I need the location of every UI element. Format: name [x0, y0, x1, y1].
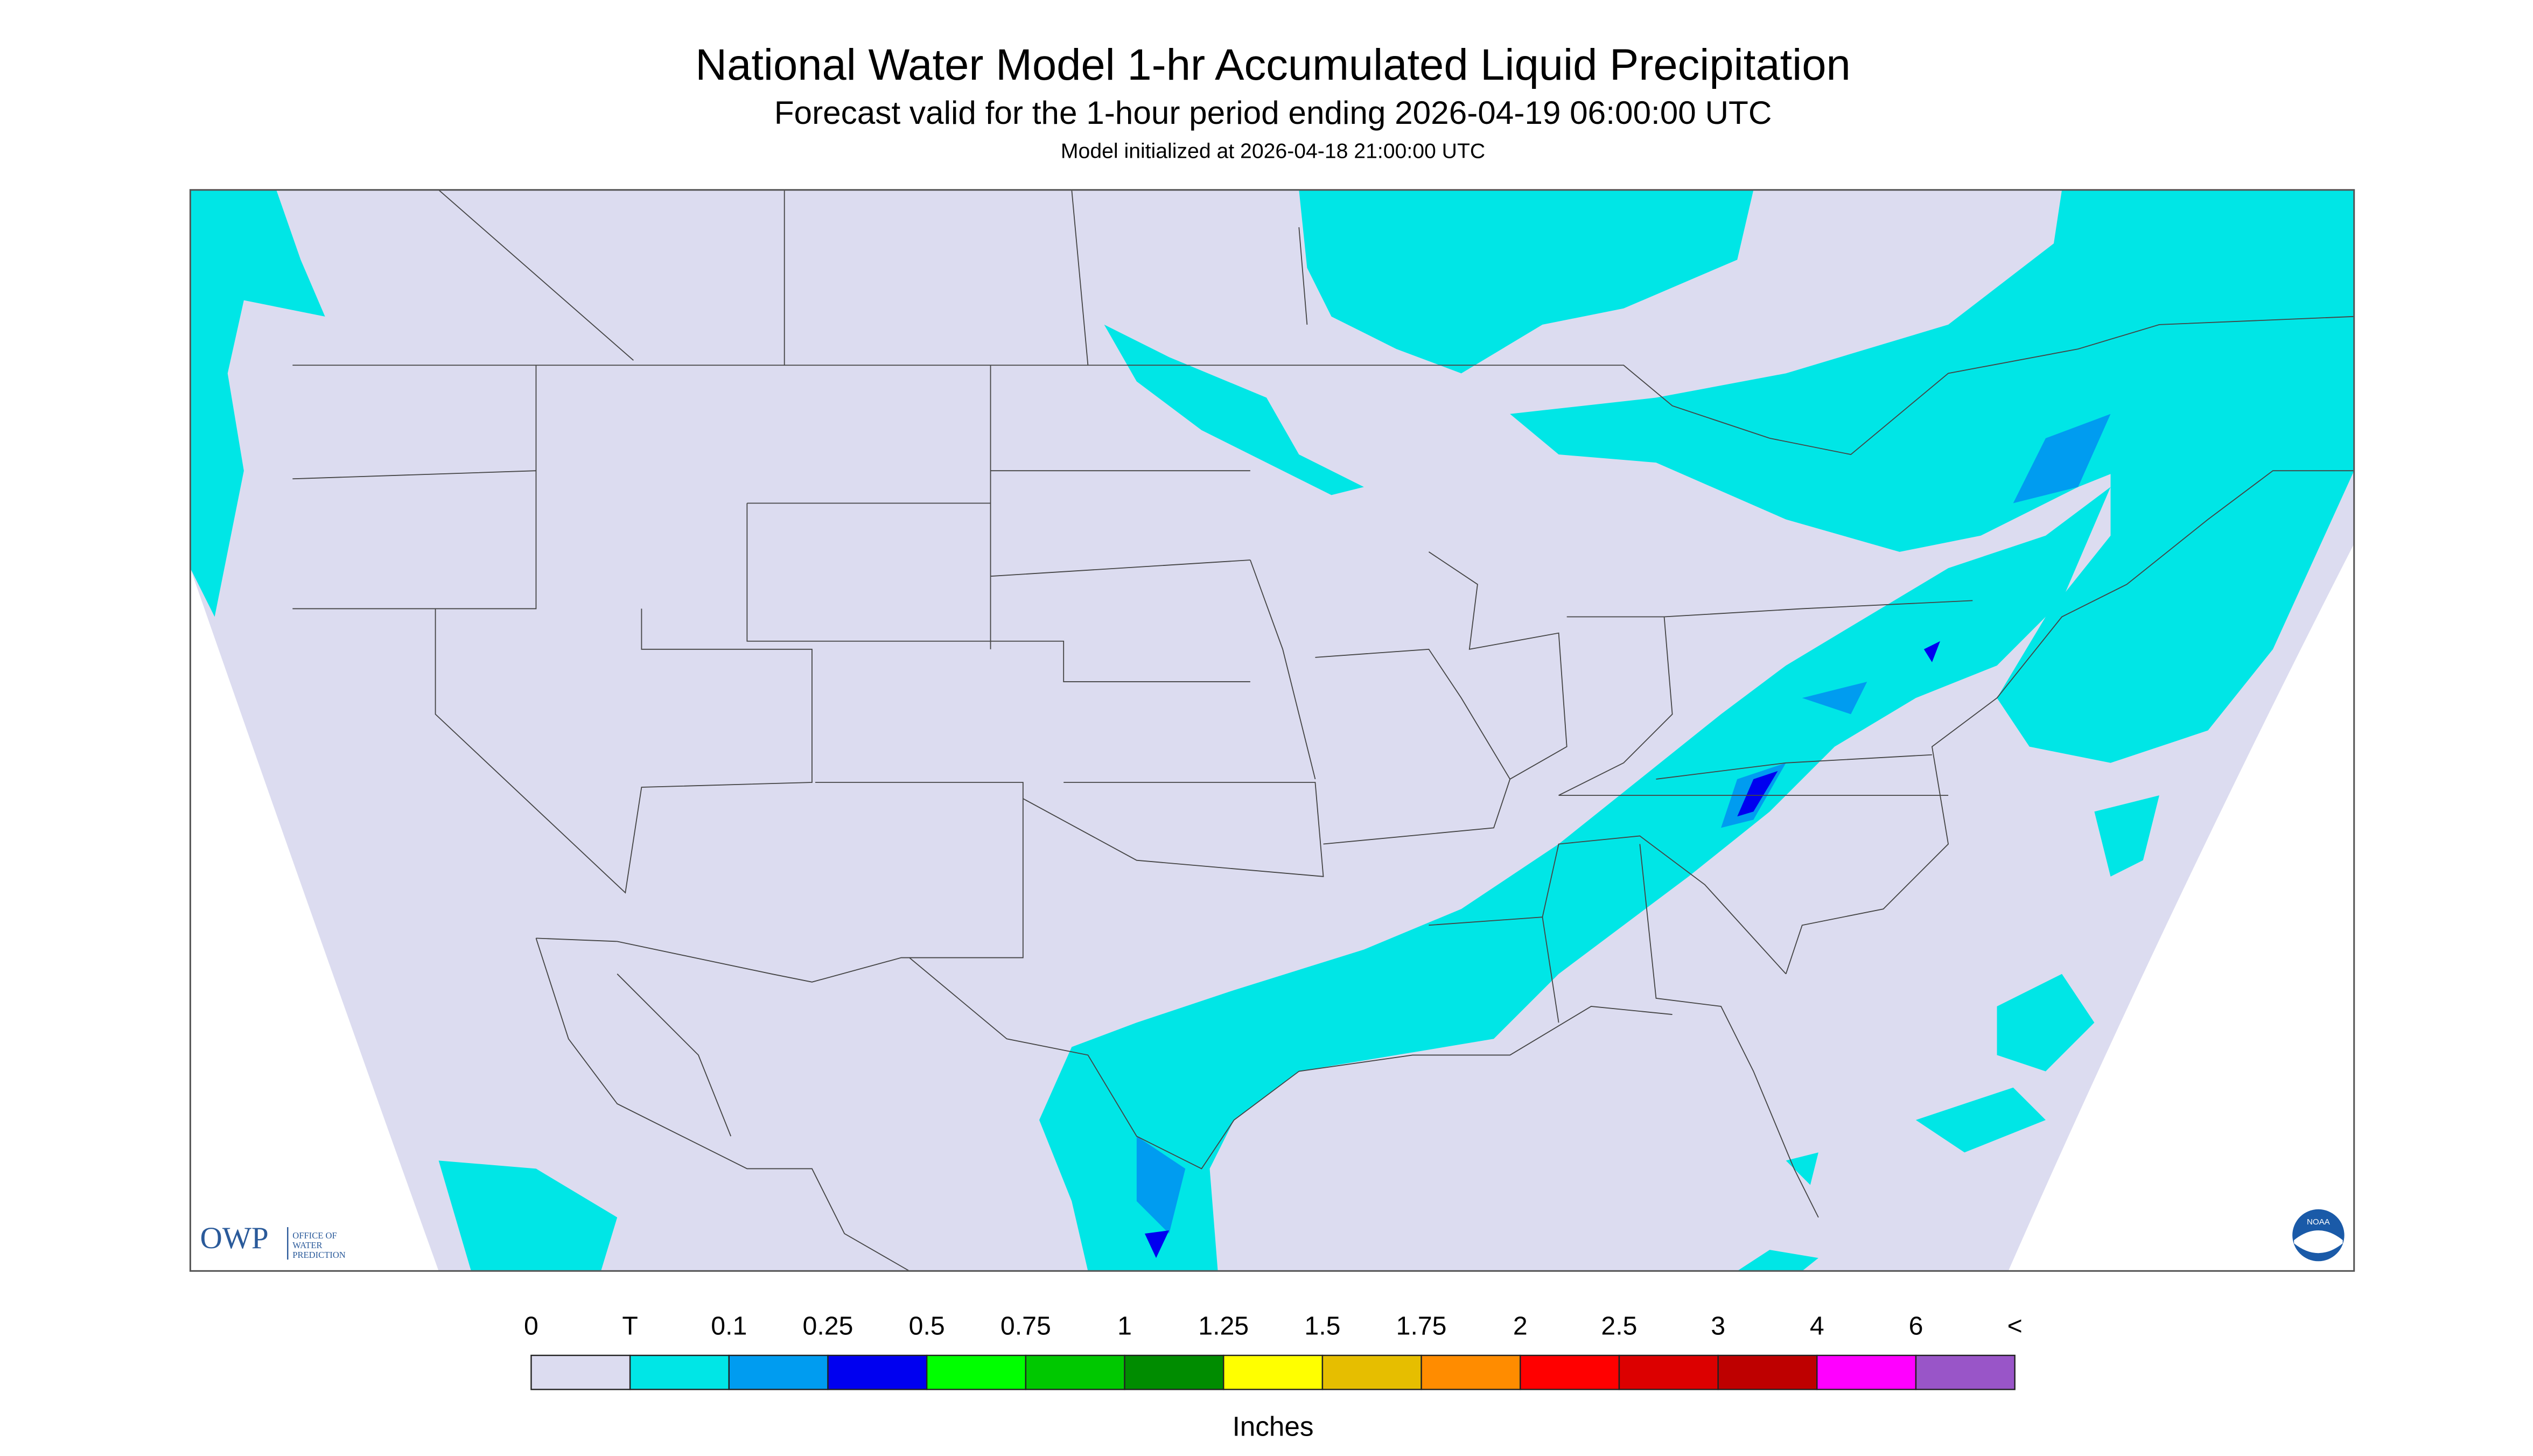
- legend-swatch: [1915, 1354, 2016, 1390]
- legend-swatch: [926, 1354, 1027, 1390]
- legend-label: 2: [1513, 1312, 1528, 1341]
- legend-label: 0.1: [711, 1312, 747, 1341]
- legend-swatch: [629, 1354, 730, 1390]
- legend-label: 0.25: [803, 1312, 853, 1341]
- legend-unit: Inches: [1233, 1411, 1314, 1441]
- legend-label: 0.75: [1000, 1312, 1051, 1341]
- legend: 0 T 0.1 0.25 0.5 0.75 1 1.25 1.5 1.75 2 2.5 3 4 6 <: [524, 1312, 2023, 1390]
- map: OWP OFFICE OF WATER PREDICTION NOAA: [189, 189, 2355, 1272]
- borders: [292, 190, 2354, 1271]
- legend-swatch: [530, 1354, 631, 1390]
- legend-swatch: [728, 1354, 829, 1390]
- map-frame: [189, 189, 2355, 1272]
- legend-swatch: [1717, 1354, 1818, 1390]
- noaa-wave: [2294, 1230, 2343, 1254]
- owp-logo: OWP OFFICE OF WATER PREDICTION: [200, 1221, 345, 1260]
- legend-label: T: [622, 1312, 638, 1341]
- legend-label: 0.5: [909, 1312, 945, 1341]
- legend-swatch: [1618, 1354, 1719, 1390]
- legend-label: 3: [1711, 1312, 1725, 1341]
- legend-swatch: [1421, 1354, 1521, 1390]
- legend-swatch: [1520, 1354, 1620, 1390]
- noaa-logo: NOAA: [2292, 1209, 2345, 1262]
- noaa-text: NOAA: [2307, 1217, 2331, 1227]
- subtitle: Forecast valid for the 1-hour period end…: [774, 94, 1772, 131]
- legend-swatch: [1223, 1354, 1324, 1390]
- legend-label: 4: [1810, 1312, 1824, 1341]
- legend-label: 0: [524, 1312, 538, 1341]
- title: National Water Model 1-hr Accumulated Li…: [695, 40, 1850, 89]
- owp-name: OFFICE OF: [292, 1230, 337, 1241]
- legend-swatch: [827, 1354, 928, 1390]
- legend-label: 1.75: [1396, 1312, 1447, 1341]
- owp-name: PREDICTION: [292, 1250, 345, 1260]
- legend-label: 1.25: [1198, 1312, 1249, 1341]
- legend-label: 1.5: [1304, 1312, 1340, 1341]
- init-time: Model initialized at 2026-04-18 21:00:00…: [1061, 140, 1485, 163]
- owp-name: WATER: [292, 1240, 323, 1250]
- legend-swatch: [1816, 1354, 1917, 1390]
- precipitation: [190, 190, 2354, 1271]
- legend-swatch: [1321, 1354, 1422, 1390]
- legend-label: 6: [1909, 1312, 1923, 1341]
- legend-label: 2.5: [1601, 1312, 1637, 1341]
- owp-text: OWP: [200, 1221, 268, 1255]
- legend-label: 1: [1117, 1312, 1132, 1341]
- legend-swatch: [1025, 1354, 1125, 1390]
- legend-label: <: [2007, 1312, 2023, 1341]
- legend-swatch: [1124, 1354, 1224, 1390]
